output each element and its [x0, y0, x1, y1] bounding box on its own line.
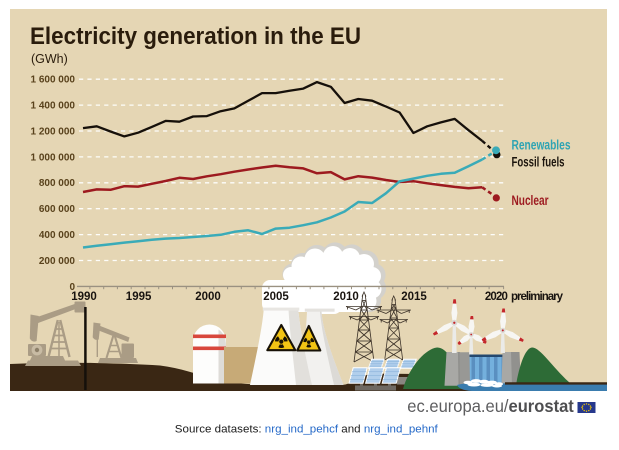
- svg-text:1 600 000: 1 600 000: [31, 75, 76, 86]
- svg-text:2005: 2005: [263, 291, 289, 303]
- svg-text:2020: 2020: [485, 291, 508, 303]
- svg-text:Nuclear: Nuclear: [512, 193, 550, 208]
- svg-text:preliminary: preliminary: [511, 291, 564, 303]
- svg-text:1990: 1990: [71, 291, 97, 303]
- svg-text:1 200 000: 1 200 000: [31, 126, 76, 137]
- svg-text:Renewables: Renewables: [512, 137, 571, 152]
- svg-text:600 000: 600 000: [39, 204, 76, 215]
- svg-text:0: 0: [69, 282, 75, 293]
- svg-text:Electricity generation in the: Electricity generation in the EU: [30, 23, 361, 50]
- svg-text:Source datasets: nrg_ind_pehcf: Source datasets: nrg_ind_pehcf and nrg_i…: [175, 423, 439, 435]
- svg-text:2015: 2015: [401, 291, 427, 303]
- svg-text:ec.europa.eu/eurostat: ec.europa.eu/eurostat: [407, 396, 574, 416]
- svg-text:2010: 2010: [333, 291, 359, 303]
- svg-text:400 000: 400 000: [39, 230, 76, 241]
- svg-text:Fossil fuels: Fossil fuels: [512, 154, 565, 169]
- svg-text:800 000: 800 000: [39, 178, 76, 189]
- svg-text:2000: 2000: [195, 291, 221, 303]
- svg-text:1 000 000: 1 000 000: [31, 152, 76, 163]
- svg-text:1 400 000: 1 400 000: [31, 101, 76, 112]
- svg-text:1995: 1995: [126, 291, 152, 303]
- svg-text:200 000: 200 000: [39, 256, 76, 267]
- svg-text:(GWh): (GWh): [31, 52, 68, 66]
